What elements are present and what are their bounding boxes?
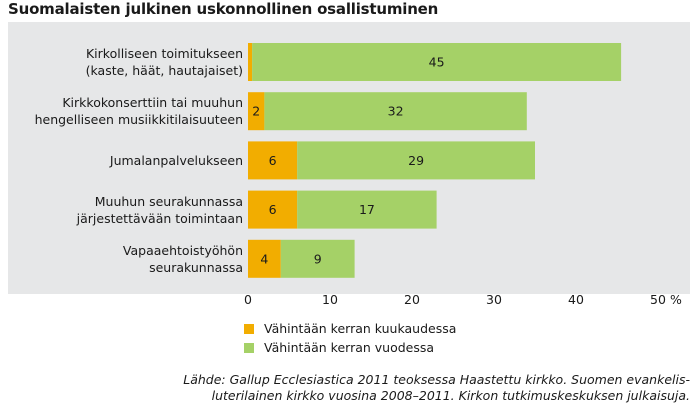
bar-yearly-3 <box>297 190 437 229</box>
category-label-4: Vapaaehtoistyöhön seurakunnassa <box>123 242 243 276</box>
bar-value-label-0-2: 6 <box>269 153 277 168</box>
category-label-line: seurakunnassa <box>149 259 243 275</box>
bar-yearly-0 <box>252 43 622 81</box>
legend-item-yearly: Vähintään kerran vuodessa <box>244 340 434 355</box>
x-tick-label-20: 20 <box>404 292 420 307</box>
category-label-line: Kirkkokonserttiin tai muuhun <box>62 95 243 111</box>
x-tick-label-50: 50 <box>650 292 666 307</box>
category-label-line: Muuhun seurakunnassa <box>94 193 243 209</box>
bar-yearly-4 <box>280 239 355 278</box>
category-label-line: Jumalanpalvelukseen <box>109 152 243 168</box>
bar-yearly-1 <box>264 92 527 131</box>
source-line-2: luterilainen kirkko vuosina 2008–2011. K… <box>211 388 690 403</box>
bar-value-label-1-4: 9 <box>314 251 322 266</box>
category-label-line: Kirkolliseen toimitukseen <box>85 46 243 61</box>
legend-swatch-yearly <box>244 343 254 353</box>
category-label-line: järjestettävään toimintaan <box>76 210 243 226</box>
source-note: Lähde: Gallup Ecclesiastica 2011 teokses… <box>183 372 690 404</box>
bar-monthly-0 <box>248 43 253 81</box>
x-tick-label-30: 30 <box>486 292 502 307</box>
chart-title: Suomalaisten julkinen uskonnollinen osal… <box>8 0 439 18</box>
bar-yearly-2 <box>297 141 535 180</box>
category-label-line: hengelliseen musiikkitilaisuuteen <box>34 112 243 128</box>
category-label-3: Muuhun seurakunnassa järjestettävään toim… <box>77 193 243 227</box>
bar-value-label-1-2: 29 <box>408 153 424 168</box>
bar-monthly-3 <box>248 190 298 229</box>
category-label-1: Kirkkokonserttiin tai muuhun hengelliseen… <box>35 94 243 128</box>
bar-value-label-1-0: 45 <box>429 55 445 70</box>
bar-monthly-2 <box>248 141 298 180</box>
x-tick-label-10: 10 <box>322 292 338 307</box>
bar-value-label-0-1: 2 <box>252 104 260 119</box>
category-label-line: Vapaaehtoistyöhön <box>122 242 243 258</box>
category-label-0: Kirkolliseen toimitukseen (kaste, häät, h… <box>86 45 243 79</box>
bar-value-label-0-3: 6 <box>269 202 277 217</box>
category-label-2: Jumalanpalvelukseen <box>110 152 243 169</box>
bar-value-label-0-4: 4 <box>260 251 268 266</box>
x-unit-label: % <box>670 292 682 307</box>
bar-monthly-4 <box>248 239 281 278</box>
bar-value-label-1-1: 32 <box>388 104 404 119</box>
x-tick-label-0: 0 <box>244 292 252 307</box>
bar-value-label-1-3: 17 <box>359 202 375 217</box>
category-label-line: (kaste, häät, hautajaiset) <box>85 63 243 78</box>
legend-label-monthly: Vähintään kerran kuukaudessa <box>264 321 457 336</box>
x-tick-label-40: 40 <box>568 292 584 307</box>
legend-swatch-monthly <box>244 324 254 334</box>
bar-monthly-1 <box>248 92 265 131</box>
legend-label-yearly: Vähintään kerran vuodessa <box>264 340 435 355</box>
source-line-1: Lähde: Gallup Ecclesiastica 2011 teokses… <box>183 372 690 387</box>
legend-item-monthly: Vähintään kerran kuukaudessa <box>244 321 456 336</box>
